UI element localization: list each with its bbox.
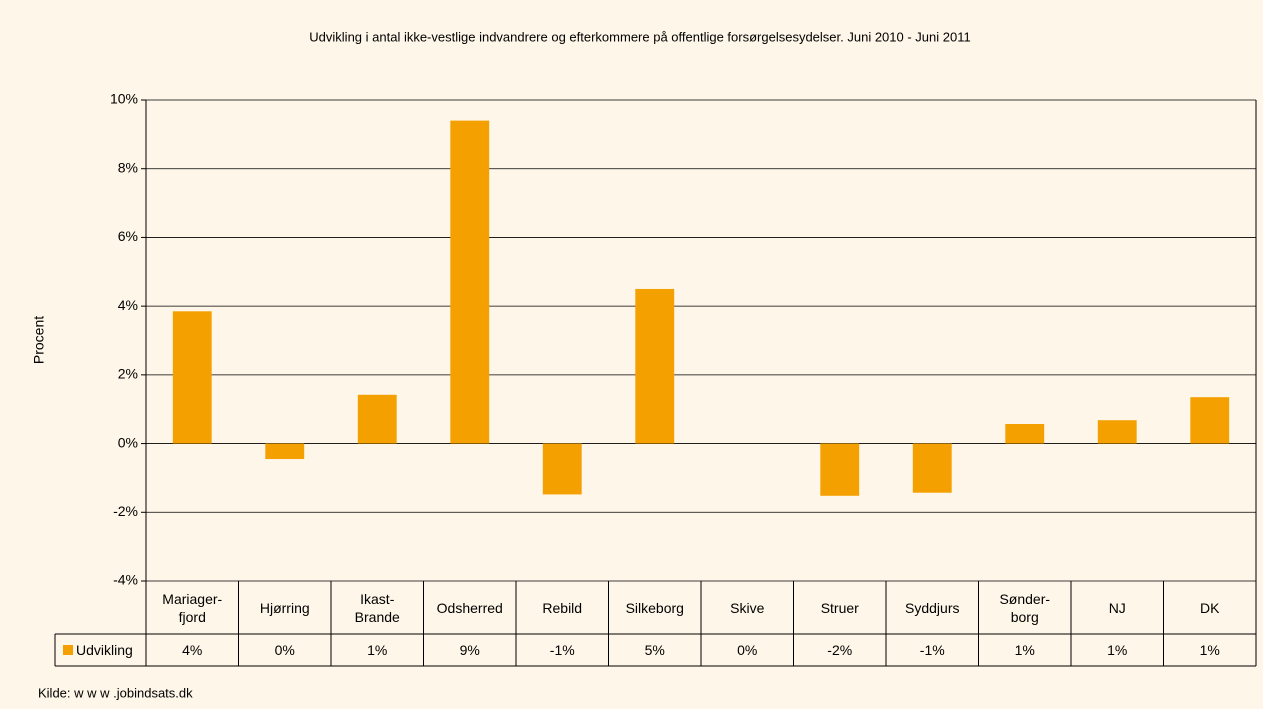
- bar: [1097, 420, 1137, 444]
- y-tick-label: 4%: [118, 297, 138, 313]
- source-note: Kilde: w w w .jobindsats.dk: [38, 685, 193, 700]
- value-label: 4%: [182, 642, 203, 658]
- y-tick-label: -2%: [113, 503, 138, 519]
- x-tick-label: Rebild: [542, 599, 583, 616]
- value-label: 0%: [274, 642, 295, 658]
- value-label: 5%: [644, 642, 665, 658]
- x-tick-label: Ikast- Brande: [354, 590, 400, 625]
- value-label: 1%: [1199, 642, 1220, 658]
- x-tick-label: Mariager- fjord: [162, 590, 223, 625]
- bar: [542, 443, 582, 495]
- value-label: 1%: [367, 642, 388, 658]
- value-label: 0%: [737, 642, 758, 658]
- y-tick-label: 2%: [118, 366, 138, 382]
- bar: [172, 311, 212, 444]
- value-label: -1%: [549, 642, 575, 658]
- bar: [635, 288, 675, 444]
- x-tick-label: DK: [1200, 599, 1220, 616]
- bar: [1190, 397, 1230, 444]
- bar: [357, 394, 397, 444]
- x-tick-label: Sønder- borg: [999, 590, 1051, 625]
- bar: [450, 120, 490, 444]
- y-tick-label: -4%: [113, 572, 138, 588]
- x-tick-label: Skive: [730, 599, 765, 616]
- y-tick-label: 10%: [110, 91, 138, 107]
- x-tick-label: NJ: [1108, 599, 1126, 616]
- x-tick-label: Silkeborg: [625, 599, 684, 616]
- x-tick-label: Hjørring: [259, 599, 310, 616]
- value-label: -2%: [827, 642, 853, 658]
- y-tick-label: 6%: [118, 228, 138, 244]
- legend-label: Udvikling: [76, 642, 133, 658]
- bar: [265, 443, 305, 460]
- value-label: -1%: [919, 642, 945, 658]
- x-tick-label: Syddjurs: [905, 599, 960, 616]
- value-label: 1%: [1014, 642, 1035, 658]
- x-tick-label: Struer: [820, 599, 859, 616]
- chart-title: Udvikling i antal ikke-vestlige indvandr…: [309, 29, 970, 44]
- bar: [1005, 423, 1045, 444]
- bar: [820, 443, 860, 496]
- bar: [912, 443, 952, 493]
- x-tick-label: Odsherred: [436, 599, 503, 616]
- y-tick-label: 0%: [118, 434, 138, 450]
- value-label: 1%: [1107, 642, 1128, 658]
- y-axis-label: Procent: [31, 316, 47, 364]
- value-label: 9%: [459, 642, 480, 658]
- legend-swatch: [63, 645, 73, 655]
- y-tick-label: 8%: [118, 159, 138, 175]
